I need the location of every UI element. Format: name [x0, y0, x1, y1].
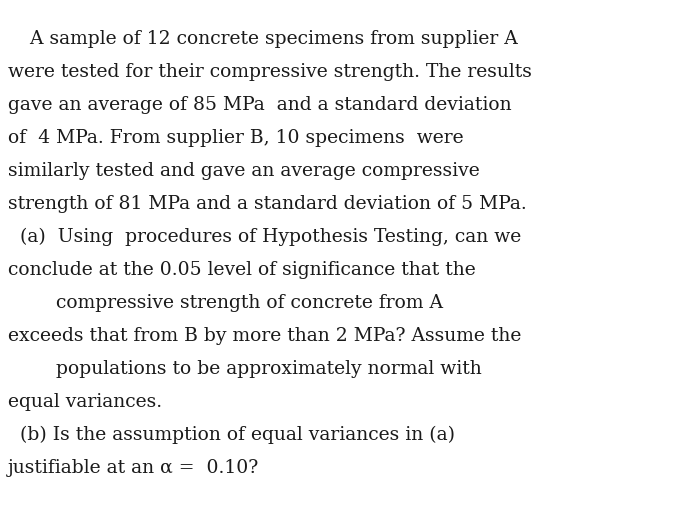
Text: (a)  Using  procedures of Hypothesis Testing, can we: (a) Using procedures of Hypothesis Testi…	[8, 228, 522, 246]
Text: populations to be approximately normal with: populations to be approximately normal w…	[8, 360, 482, 378]
Text: justifiable at an α =  0.10?: justifiable at an α = 0.10?	[8, 459, 259, 477]
Text: of  4 MPa. From supplier B, 10 specimens  were: of 4 MPa. From supplier B, 10 specimens …	[8, 129, 464, 147]
Text: equal variances.: equal variances.	[8, 393, 162, 411]
Text: strength of 81 MPa and a standard deviation of 5 MPa.: strength of 81 MPa and a standard deviat…	[8, 195, 527, 213]
Text: similarly tested and gave an average compressive: similarly tested and gave an average com…	[8, 162, 480, 180]
Text: were tested for their compressive strength. The results: were tested for their compressive streng…	[8, 63, 532, 81]
Text: exceeds that from B by more than 2 MPa? Assume the: exceeds that from B by more than 2 MPa? …	[8, 327, 522, 345]
Text: gave an average of 85 MPa  and a standard deviation: gave an average of 85 MPa and a standard…	[8, 96, 512, 114]
Text: conclude at the 0.05 level of significance that the: conclude at the 0.05 level of significan…	[8, 261, 475, 279]
Text: compressive strength of concrete from A: compressive strength of concrete from A	[8, 294, 443, 312]
Text: A sample of 12 concrete specimens from supplier A: A sample of 12 concrete specimens from s…	[18, 30, 518, 48]
Text: (b) Is the assumption of equal variances in (a): (b) Is the assumption of equal variances…	[8, 426, 455, 444]
